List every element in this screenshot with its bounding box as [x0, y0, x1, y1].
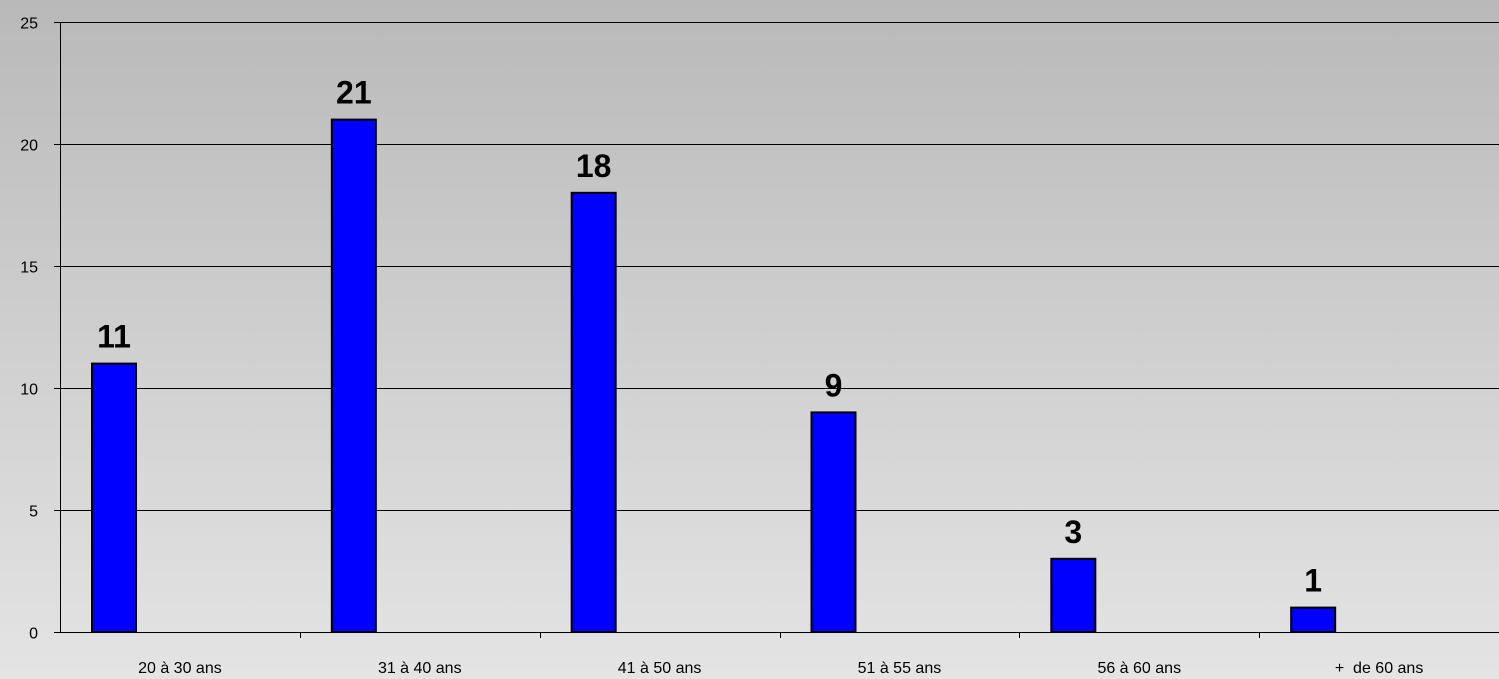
bar — [1050, 557, 1097, 633]
x-tick-label: 51 à 55 ans — [858, 660, 942, 677]
y-tick-label: 10 — [20, 382, 38, 399]
data-label: 3 — [1064, 514, 1082, 550]
y-tick-label: 20 — [20, 138, 38, 155]
x-axis-ticks: 20 à 30 ans 31 à 40 ans 41 à 50 ans 51 à 55… — [138, 632, 1423, 677]
gridlines — [60, 22, 1499, 511]
bar — [91, 362, 137, 633]
data-label: 1 — [1304, 563, 1322, 599]
data-label: 21 — [336, 75, 372, 111]
data-label: 11 — [97, 319, 131, 355]
x-tick-label: 41 à 50 ans — [618, 660, 702, 677]
y-tick-label: 0 — [29, 626, 38, 643]
bars — [91, 118, 1337, 634]
x-tick-label: 20 à 30 ans — [138, 660, 222, 677]
y-axis-ticks: 0 5 10 15 20 25 — [20, 16, 60, 643]
bar — [810, 411, 857, 633]
data-label: 18 — [576, 148, 612, 184]
x-tick-label: 56 à 60 ans — [1097, 660, 1181, 677]
bar — [570, 191, 617, 634]
bar — [1290, 606, 1337, 633]
data-labels: 11 21 18 9 3 1 — [97, 75, 1322, 599]
y-tick-label: 15 — [20, 260, 38, 277]
y-tick-label: 5 — [29, 504, 38, 521]
x-tick-label: 31 à 40 ans — [378, 660, 462, 677]
x-tick-label: + de 60 ans — [1335, 660, 1424, 677]
y-tick-label: 25 — [20, 16, 38, 33]
data-label: 9 — [825, 367, 843, 403]
axes — [60, 22, 1499, 633]
bar — [330, 118, 377, 634]
